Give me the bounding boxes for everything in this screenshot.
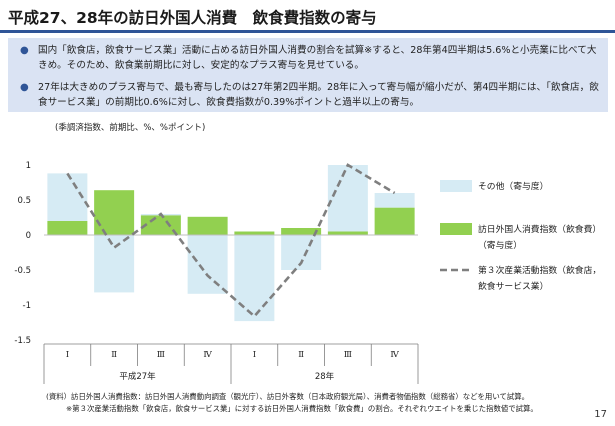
bar-other: [234, 235, 275, 322]
bar-inbound: [327, 231, 368, 235]
bar-inbound: [234, 231, 275, 235]
x-tick-label: Ⅰ: [66, 350, 69, 360]
unit-label: (季調済指数、前期比、%、%ポイント): [55, 122, 205, 133]
y-tick-label: 0: [26, 231, 31, 241]
x-tick-label: Ⅳ: [390, 350, 399, 360]
bar-inbound: [94, 190, 135, 235]
title-rule: [0, 30, 615, 33]
source-note: (資料）訪日外国人消費指数：訪日外国人消費動向調査（観光庁）、訪日外客数（日本政…: [46, 392, 530, 401]
legend-label: 訪日外国人消費指数（飲食費）: [478, 223, 601, 235]
bullet-dot-icon: ●: [20, 82, 29, 93]
year-label: 平成27年: [119, 371, 156, 382]
legend-swatch: [440, 223, 472, 235]
y-tick-label: -1.5: [14, 336, 31, 346]
legend-swatch: [440, 180, 472, 192]
x-tick-label: Ⅳ: [203, 350, 212, 360]
bullet-text: 国内「飲食店，飲食サービス業」活動に占める訪日外国人消費の割合を試算※すると、2…: [38, 45, 597, 71]
bullet-text: 27年は大きめのプラス寄与で、最も寄与したのは27年第2四半期。28年に入って寄…: [38, 82, 599, 108]
slide-title: 平成27、28年の訪日外国人消費 飲食費指数の寄与: [8, 9, 377, 27]
y-tick-label: 0.5: [17, 196, 31, 206]
summary-box: ● 国内「飲食店，飲食サービス業」活動に占める訪日外国人消費の割合を試算※すると…: [8, 38, 608, 112]
x-tick-label: Ⅲ: [157, 350, 165, 360]
chart-area: (季調済指数、前期比、%、%ポイント) 1 0.5 0 -0.5 -1 -1.5 Ⅰ Ⅱ Ⅲ Ⅳ Ⅰ…: [0, 116, 615, 390]
bar-other: [187, 235, 228, 294]
legend-label: その他（寄与度）: [478, 180, 548, 192]
contribution-chart: (季調済指数、前期比、%、%ポイント) 1 0.5 0 -0.5 -1 -1.5 Ⅰ Ⅱ Ⅲ Ⅳ Ⅰ…: [14, 122, 601, 384]
footnote: ※第３次産業活動指数「飲食店，飲食サービス業」に対する訪日外国人消費指数「飲食費…: [66, 404, 538, 413]
bar-inbound: [281, 228, 322, 235]
x-tick-label: Ⅱ: [111, 350, 117, 360]
y-tick-label: -0.5: [14, 266, 31, 276]
bar-inbound: [187, 216, 228, 235]
x-tick-label: Ⅱ: [298, 350, 304, 360]
year-label: 28年: [315, 371, 335, 382]
y-tick-label: -1: [23, 301, 31, 311]
bar-inbound: [47, 221, 88, 235]
bar-other: [374, 193, 415, 208]
x-tick-label: Ⅰ: [253, 350, 256, 360]
bar-other: [47, 173, 88, 221]
page-number: 17: [594, 409, 607, 420]
summary-bullet: ● 27年は大きめのプラス寄与で、最も寄与したのは27年第2四半期。28年に入っ…: [20, 80, 600, 110]
legend-label: （寄与度）: [478, 239, 522, 251]
x-tick-label: Ⅲ: [344, 350, 352, 360]
y-tick-label: 1: [26, 161, 31, 171]
series-line-tertiary: [66, 163, 396, 319]
legend-label: 飲食サービス業）: [478, 280, 548, 292]
bar-other: [94, 235, 135, 293]
legend-label: 第３次産業活動指数（飲食店，: [478, 264, 601, 276]
bar-other: [327, 165, 368, 232]
bar-inbound: [374, 207, 415, 235]
summary-bullet: ● 国内「飲食店，飲食サービス業」活動に占める訪日外国人消費の割合を試算※すると…: [20, 43, 600, 73]
bullet-dot-icon: ●: [20, 45, 29, 56]
